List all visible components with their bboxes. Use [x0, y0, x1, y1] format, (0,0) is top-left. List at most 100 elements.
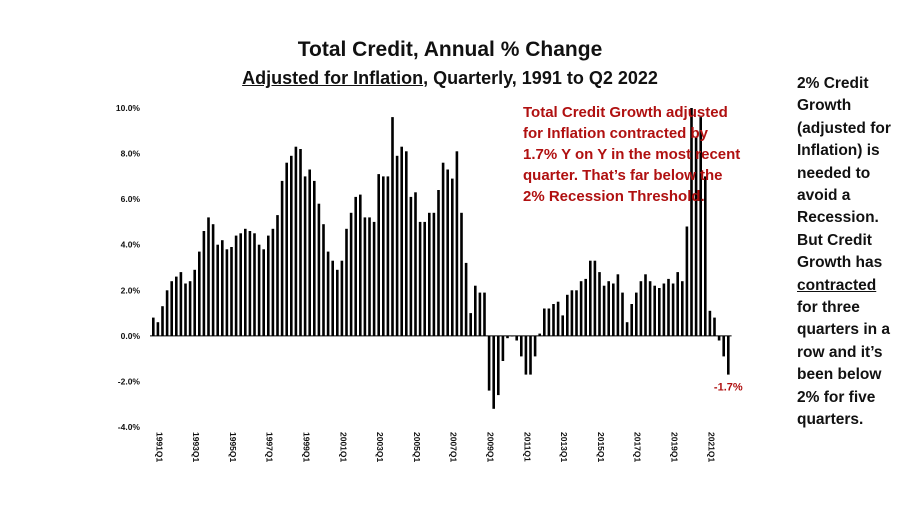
bar-2014Q4: [589, 260, 592, 336]
bar-2003Q2: [377, 174, 380, 336]
bar-2010Q4: [515, 335, 518, 341]
bar-2014Q3: [584, 278, 587, 336]
bar-1996Q2: [248, 231, 252, 336]
bar-1995Q1: [225, 249, 229, 336]
y-tick-label: 8.0%: [121, 149, 141, 159]
bar-2010Q2: [506, 335, 509, 339]
bar-2015Q3: [602, 285, 606, 336]
bar-2020Q4: [699, 117, 702, 336]
bar-1998Q1: [280, 180, 284, 336]
bar-2005Q1: [409, 196, 413, 336]
bar-2012Q3: [547, 308, 551, 336]
y-tick-label: 2.0%: [121, 285, 141, 295]
bar-2005Q2: [414, 192, 417, 336]
bar-1996Q4: [257, 244, 261, 336]
bar-1999Q1: [299, 149, 302, 336]
bar-2010Q1: [501, 335, 505, 361]
bar-1995Q2: [230, 247, 233, 336]
x-axis: 1991Q1 1993Q1 1995Q1 1997Q1 1999Q1 2001Q1 2003…: [154, 432, 716, 463]
bar-2016Q2: [616, 274, 620, 336]
y-tick-label: 0.0%: [121, 331, 141, 341]
side-note-underlined: contracted: [797, 276, 877, 294]
bar-2012Q2: [543, 308, 546, 336]
x-tick-label: 2003Q1: [375, 432, 385, 463]
bar-2019Q3: [676, 272, 679, 336]
bar-2021Q1: [704, 176, 707, 336]
x-tick-label: 1991Q1: [154, 432, 164, 463]
bar-2011Q1: [520, 335, 523, 357]
bar-2013Q1: [556, 301, 560, 336]
side-note-text-2: for three quarters in a row and it’s bee…: [797, 299, 891, 429]
x-tick-label: 1995Q1: [228, 432, 238, 463]
bar-2001Q1: [336, 269, 339, 336]
bar-2015Q2: [598, 272, 601, 336]
bar-1994Q1: [207, 217, 210, 336]
bar-2022Q1: [722, 335, 725, 357]
bar-2019Q2: [671, 283, 675, 336]
bar-2020Q2: [690, 108, 693, 336]
bar-2018Q4: [662, 283, 666, 336]
bar-2011Q2: [524, 335, 528, 375]
bar-1993Q1: [188, 281, 192, 336]
bar-2002Q1: [354, 196, 357, 336]
bar-1994Q2: [211, 224, 215, 336]
bar-1999Q2: [303, 176, 307, 336]
y-tick-label: 4.0%: [121, 240, 141, 250]
bar-1991Q1: [152, 317, 155, 336]
x-tick-label: 2007Q1: [449, 432, 459, 463]
bar-2021Q3: [713, 317, 716, 336]
x-tick-label: 2009Q1: [486, 432, 496, 463]
bar-2016Q3: [621, 292, 624, 336]
bar-2005Q3: [418, 221, 422, 336]
bar-2001Q2: [340, 260, 344, 336]
bar-2007Q4: [460, 212, 463, 336]
bar-2011Q3: [529, 335, 532, 375]
bar-2019Q1: [667, 278, 670, 336]
bar-1993Q3: [198, 251, 201, 336]
bar-2000Q3: [326, 251, 330, 336]
bar-2018Q2: [653, 285, 656, 336]
subtitle-underlined: Adjusted for Inflation: [242, 68, 424, 88]
bar-2001Q3: [345, 228, 348, 336]
y-axis: -4.0% -2.0% 0.0% 2.0% 4.0% 6.0% 8.0% 10.0%: [116, 103, 141, 432]
x-tick-label: 1997Q1: [265, 432, 275, 463]
annotation-text: Total Credit Growth adjusted for Inflati…: [523, 104, 741, 205]
bar-2021Q4: [717, 335, 721, 341]
bar-2002Q3: [363, 217, 367, 336]
bar-1997Q3: [271, 228, 275, 336]
bar-2005Q4: [423, 221, 426, 336]
bar-1995Q4: [239, 233, 242, 336]
x-tick-label: 1999Q1: [302, 432, 312, 463]
y-tick-label: 6.0%: [121, 194, 141, 204]
bar-2017Q4: [644, 274, 647, 336]
bar-2009Q3: [492, 335, 495, 409]
y-tick-label: 10.0%: [116, 103, 141, 113]
bar-2017Q3: [639, 281, 643, 336]
bar-2017Q1: [630, 304, 633, 336]
bar-2002Q4: [368, 217, 371, 336]
bar-2009Q4: [497, 335, 500, 396]
bar-2013Q4: [570, 290, 574, 336]
bar-2015Q1: [593, 260, 597, 336]
bar-2003Q4: [386, 176, 390, 336]
bar-2012Q4: [552, 304, 555, 336]
x-tick-label: 2013Q1: [559, 432, 569, 463]
bar-1997Q2: [267, 235, 270, 336]
x-tick-label: 2015Q1: [596, 432, 606, 463]
bar-2006Q3: [437, 190, 440, 336]
y-tick-label: -2.0%: [118, 376, 141, 386]
bar-2007Q1: [446, 169, 449, 336]
bar-1997Q4: [276, 215, 279, 336]
bar-1998Q3: [290, 155, 293, 336]
bar-2007Q3: [455, 151, 459, 336]
x-tick-label: 2021Q1: [706, 432, 716, 463]
bar-1999Q3: [308, 169, 311, 336]
bar-1998Q4: [294, 146, 298, 336]
bar-2021Q2: [708, 310, 712, 336]
bar-2014Q2: [579, 281, 583, 336]
bar-2004Q3: [400, 146, 403, 336]
bar-2001Q4: [349, 212, 353, 336]
bar-2006Q4: [441, 162, 445, 336]
bar-2020Q3: [694, 137, 698, 336]
chart-subtitle: Adjusted for Inflation, Quarterly, 1991 …: [150, 68, 750, 89]
